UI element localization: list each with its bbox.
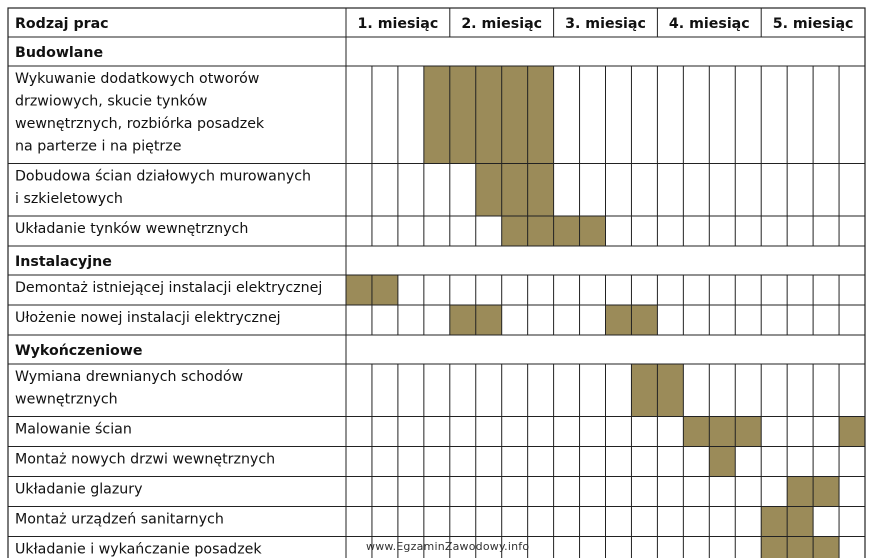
header-month-label: 5. miesiąc xyxy=(773,16,854,32)
gantt-bar xyxy=(371,275,398,305)
header-month-label: 2. miesiąc xyxy=(461,16,542,32)
gantt-bar xyxy=(346,275,372,305)
gantt-bar xyxy=(631,305,658,335)
gantt-bar xyxy=(501,163,528,216)
task-label-line: Wymiana drewnianych schodów xyxy=(15,369,243,385)
watermark-text: www.EgzaminZawodowy.info xyxy=(366,540,530,553)
gantt-bar xyxy=(449,66,476,164)
header-month-label: 4. miesiąc xyxy=(669,16,750,32)
task-label-line: na parterze i na piętrze xyxy=(15,139,181,155)
gantt-bar xyxy=(657,364,684,417)
gantt-bar xyxy=(813,536,840,558)
gantt-bar xyxy=(527,163,554,216)
gantt-bar xyxy=(787,506,814,537)
gantt-bar xyxy=(709,446,736,477)
task-label-line: i szkieletowych xyxy=(15,191,123,207)
gantt-bar xyxy=(423,66,450,164)
gantt-bar xyxy=(761,506,788,537)
task-label-line: Demontaż istniejącej instalacji elektryc… xyxy=(15,280,322,296)
task-label-line: Montaż urządzeń sanitarnych xyxy=(15,512,224,528)
task-label-line: Montaż nowych drzwi wewnętrznych xyxy=(15,452,275,468)
gantt-bar xyxy=(787,476,814,507)
gantt-bar xyxy=(527,66,554,164)
gantt-bar xyxy=(501,216,528,246)
gantt-bar xyxy=(553,216,580,246)
gantt-bar xyxy=(787,536,814,558)
task-label-line: Układanie i wykańczanie posadzek xyxy=(15,542,262,558)
gantt-bar xyxy=(735,416,762,447)
task-label-line: Układanie glazury xyxy=(15,482,143,498)
gantt-bar xyxy=(605,305,632,335)
task-label-line: Dobudowa ścian działowych murowanych xyxy=(15,169,311,185)
gantt-bar xyxy=(501,66,528,164)
gantt-bar xyxy=(839,416,865,447)
section-label: Wykończeniowe xyxy=(15,343,143,359)
gantt-bar xyxy=(475,66,502,164)
task-label-line: Malowanie ścian xyxy=(15,422,132,438)
gantt-bar xyxy=(475,163,502,216)
section-label: Instalacyjne xyxy=(15,254,112,270)
gantt-bar xyxy=(527,216,554,246)
task-label-line: Ułożenie nowej instalacji elektrycznej xyxy=(15,310,281,326)
gantt-bar xyxy=(761,536,788,558)
table-border xyxy=(7,7,866,558)
gantt-bar xyxy=(475,305,502,335)
gantt-bar xyxy=(683,416,710,447)
section-label: Budowlane xyxy=(15,45,103,61)
gantt-bar xyxy=(449,305,476,335)
header-month-label: 3. miesiąc xyxy=(565,16,646,32)
header-month-label: 1. miesiąc xyxy=(358,16,439,32)
task-label-line: wewnętrznych, rozbiórka posadzek xyxy=(15,116,265,132)
task-label-line: drzwiowych, skucie tynków xyxy=(15,94,207,110)
gantt-bar xyxy=(631,364,658,417)
task-label-line: wewnętrznych xyxy=(15,392,118,408)
task-label-line: Wykuwanie dodatkowych otworów xyxy=(15,71,259,87)
gantt-bar xyxy=(579,216,606,246)
gantt-bar xyxy=(813,476,840,507)
gantt-bar xyxy=(709,416,736,447)
header-task-column: Rodzaj prac xyxy=(15,16,109,32)
task-label-line: Układanie tynków wewnętrznych xyxy=(15,221,248,237)
